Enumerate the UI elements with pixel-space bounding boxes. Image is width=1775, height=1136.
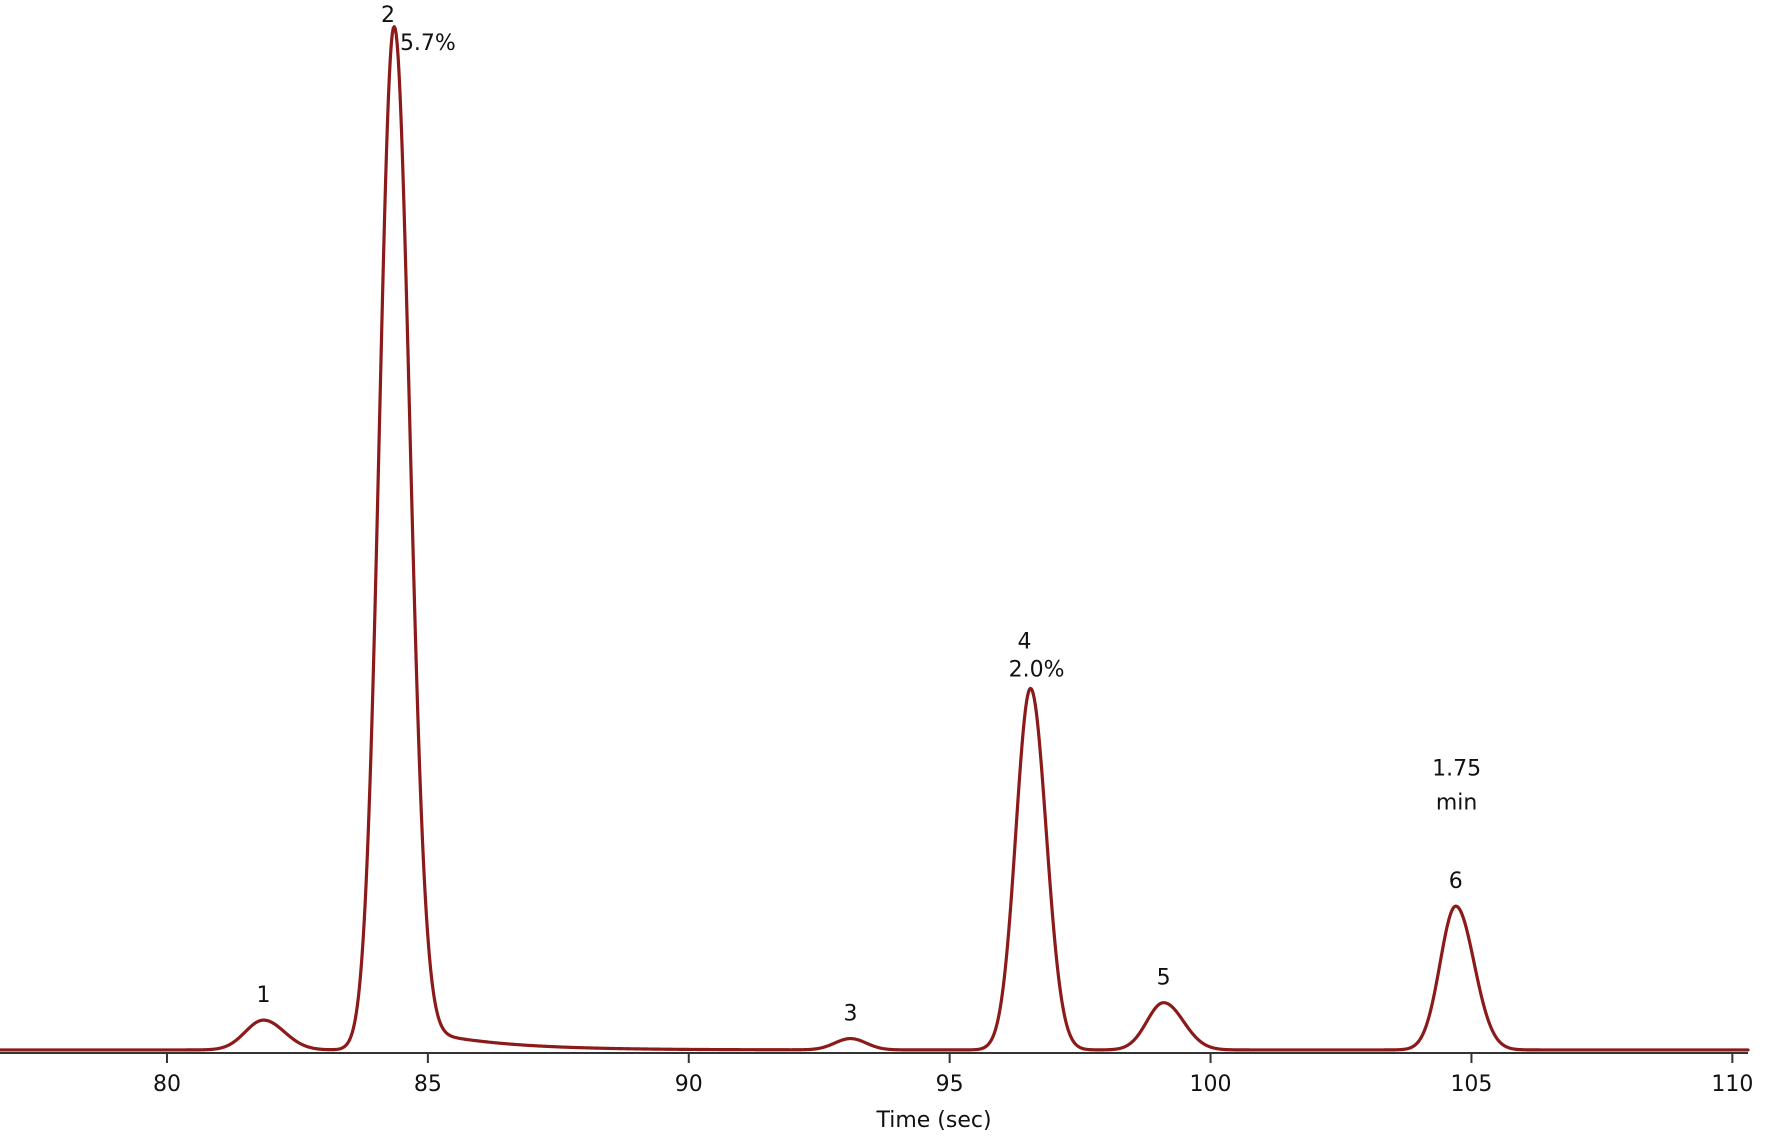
- chromatogram-trace: [0, 25, 1750, 1052]
- x-tick-label-80: 80: [153, 1072, 181, 1097]
- x-tick-label-100: 100: [1190, 1072, 1232, 1097]
- peak-4-percent-label: 2.0%: [1009, 657, 1065, 682]
- peak-1-label: 1: [257, 983, 271, 1008]
- x-tick-label-110: 110: [1711, 1072, 1753, 1097]
- peak-2-label: 2: [381, 3, 395, 28]
- x-tick-label-85: 85: [414, 1072, 442, 1097]
- peak-4-label: 4: [1018, 629, 1032, 654]
- peak-6-label: 6: [1449, 869, 1463, 894]
- run-time-annotation: 1.75 min: [1432, 757, 1481, 816]
- x-tick-label-105: 105: [1450, 1072, 1492, 1097]
- peak-5-label: 5: [1157, 966, 1171, 991]
- annotation-line-1: 1.75: [1432, 757, 1481, 782]
- annotation-line-2: min: [1436, 791, 1478, 816]
- x-axis: 80 85 90 95 100 105 110: [0, 1052, 1753, 1097]
- x-axis-label: Time (sec): [875, 1108, 991, 1133]
- x-tick-label-90: 90: [675, 1072, 703, 1097]
- peak-labels: 1 25.7% 3 4 2.0% 5 6: [257, 3, 1463, 1027]
- peak-3-label: 3: [844, 1002, 858, 1027]
- peak-2-percent-label: 5.7%: [400, 31, 456, 56]
- x-tick-label-95: 95: [936, 1072, 964, 1097]
